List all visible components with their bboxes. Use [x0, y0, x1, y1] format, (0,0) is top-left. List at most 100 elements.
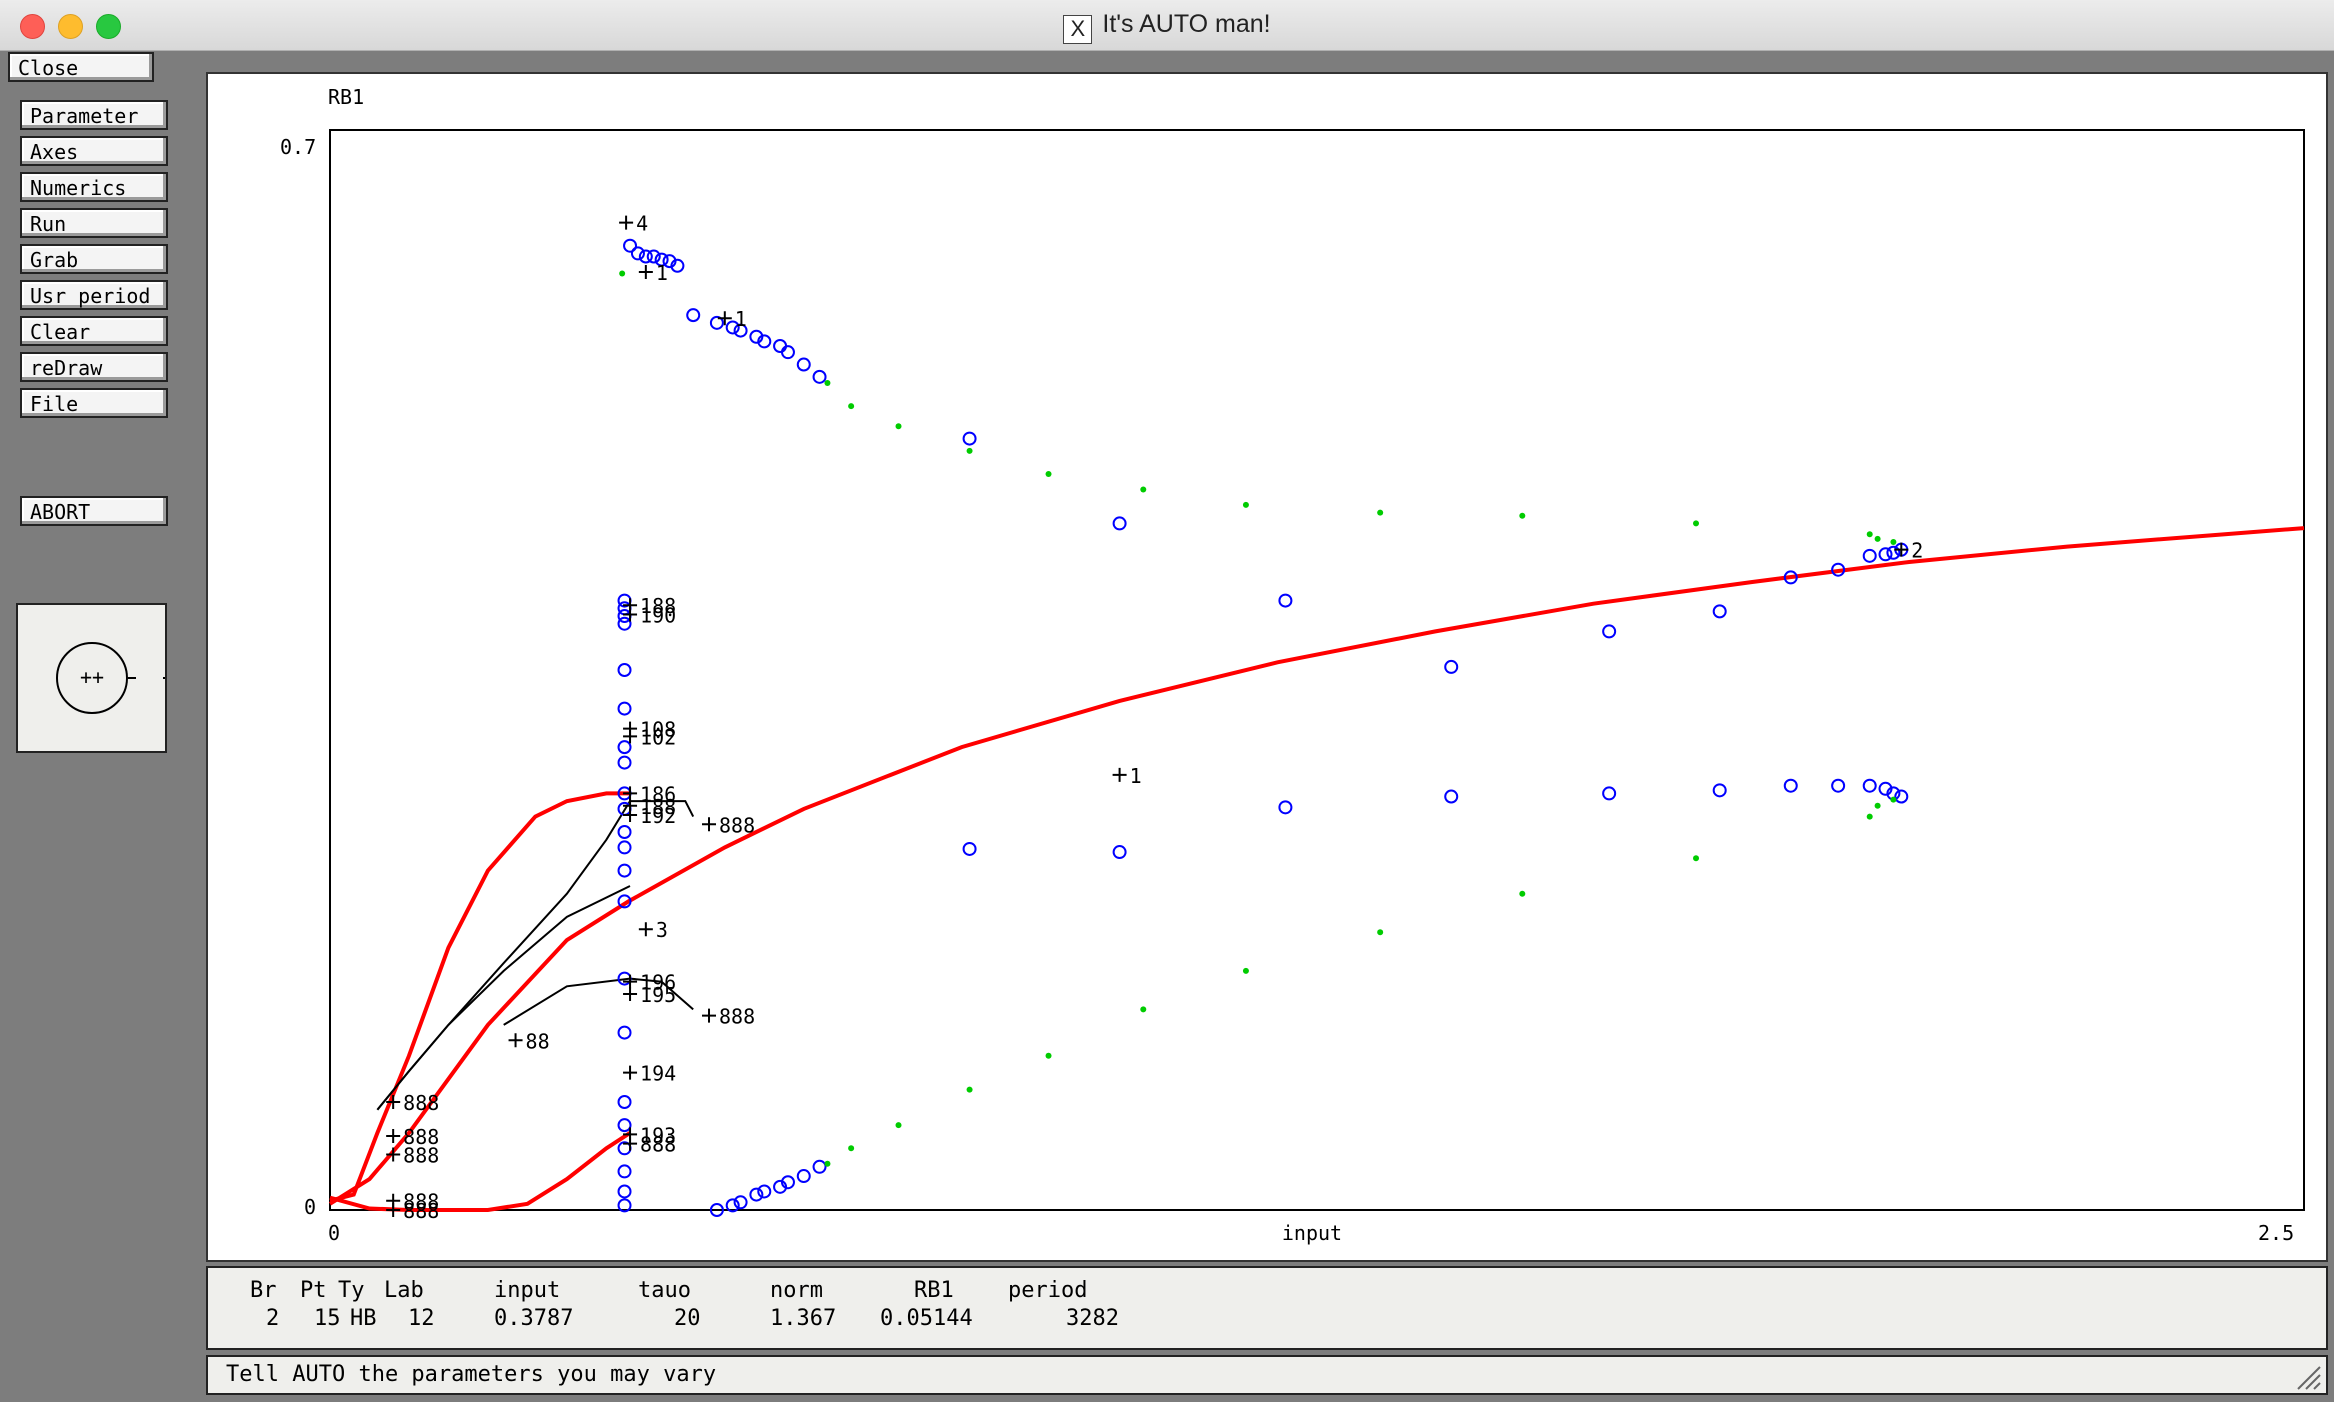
stable-periodic-point: [1866, 813, 1873, 820]
point-label: 193: [640, 1123, 676, 1147]
point-label: 196: [640, 971, 676, 995]
unstable-periodic-point: [733, 323, 748, 338]
unstable-periodic-point: [812, 369, 827, 384]
unstable-periodic-point: [1862, 778, 1877, 793]
label-marker: [508, 1033, 523, 1048]
point-label: 3: [656, 918, 668, 942]
usr-period-button[interactable]: Usr period: [20, 280, 168, 310]
unstable-periodic-point: [725, 1198, 740, 1213]
stable-periodic-point: [1693, 855, 1700, 862]
header-ty: Ty: [338, 1278, 365, 1303]
unstable-periodic-point: [1831, 778, 1846, 793]
point-info-panel: Br Pt Ty Lab input tauo norm RB1 period …: [206, 1266, 2328, 1350]
unstable-periodic-point: [1783, 570, 1798, 585]
run-button[interactable]: Run: [20, 208, 168, 238]
unstable-periodic-point: [780, 345, 795, 360]
unstable-periodic-point: [1602, 624, 1617, 639]
title-bar: X It's AUTO man!: [0, 0, 2334, 51]
unstable-periodic-point: [812, 1159, 827, 1174]
unstable-periodic-point: [1831, 562, 1846, 577]
y-max-tick-label: 0.7: [280, 135, 316, 159]
label-marker: [638, 922, 653, 937]
point-label: 190: [640, 603, 676, 627]
parameter-button[interactable]: Parameter: [20, 100, 168, 130]
file-button[interactable]: File: [20, 388, 168, 418]
redraw-button[interactable]: reDraw: [20, 352, 168, 382]
axes-button[interactable]: Axes: [20, 136, 168, 166]
unstable-periodic-point: [617, 616, 632, 631]
branch-line-1: [329, 791, 630, 1203]
branch-line-3: [376, 885, 631, 1111]
unstable-periodic-point: [617, 1164, 632, 1179]
value-rb1: 0.05144: [880, 1306, 973, 1331]
label-marker: [623, 974, 638, 989]
unstable-periodic-point: [725, 320, 740, 335]
point-label: 888: [403, 1143, 439, 1167]
stable-periodic-point: [824, 1160, 831, 1167]
label-marker: [623, 808, 638, 823]
stable-periodic-point: [895, 423, 902, 430]
header-input: input: [494, 1278, 561, 1303]
close-button[interactable]: Close: [8, 52, 154, 82]
stable-periodic-point: [1242, 967, 1249, 974]
resize-grip-icon[interactable]: [2296, 1365, 2322, 1391]
unstable-periodic-point: [1862, 548, 1877, 563]
unstable-periodic-point: [1278, 593, 1293, 608]
unstable-periodic-point: [1444, 789, 1459, 804]
value-ty: HB: [350, 1306, 377, 1331]
value-input: 0.3787: [494, 1306, 574, 1331]
unstable-periodic-point: [617, 1118, 632, 1133]
unstable-periodic-point: [1444, 659, 1459, 674]
point-label: 188: [640, 795, 676, 819]
point-label: 1: [656, 261, 668, 285]
window-close-button[interactable]: [20, 14, 45, 39]
label-marker: [717, 311, 732, 326]
unstable-periodic-point: [617, 740, 632, 755]
unstable-periodic-point: [617, 663, 632, 677]
bifurcation-plot-panel[interactable]: RB1 0.7 0 0 2.5 input 4 1 1 2 1 3 188 190 108 102…: [206, 72, 2328, 1262]
stable-periodic-point: [1045, 471, 1052, 478]
unstable-periodic-point: [617, 840, 632, 855]
unstable-periodic-point: [1712, 604, 1727, 619]
label-marker: [702, 817, 717, 832]
stable-periodic-point: [1242, 501, 1249, 508]
value-lab: 12: [408, 1306, 435, 1331]
stable-periodic-point: [1890, 796, 1897, 803]
grab-button[interactable]: Grab: [20, 244, 168, 274]
stable-periodic-point: [966, 447, 973, 454]
clear-button[interactable]: Clear: [20, 316, 168, 346]
stable-periodic-point: [895, 1122, 902, 1129]
point-label: 888: [403, 1190, 439, 1214]
x-min-tick-label: 0: [328, 1221, 340, 1245]
unstable-periodic-point: [796, 357, 811, 372]
stable-periodic-point: [848, 403, 855, 410]
point-label: 192: [640, 804, 676, 828]
unstable-periodic-point: [623, 238, 638, 253]
unstable-periodic-point: [1112, 845, 1127, 860]
unstable-periodic-point: [617, 863, 632, 878]
label-marker: [623, 607, 638, 622]
header-period: period: [1008, 1278, 1088, 1303]
window-maximize-button[interactable]: [96, 14, 121, 39]
stable-periodic-point: [1866, 531, 1873, 538]
point-label: 4: [636, 212, 648, 236]
window-title-wrap: X It's AUTO man!: [0, 10, 2334, 44]
window-minimize-button[interactable]: [58, 14, 83, 39]
svg-text:++: ++: [80, 665, 104, 689]
label-marker: [386, 1203, 401, 1217]
branch-line-0: [328, 526, 2305, 1206]
stable-periodic-point: [1140, 1006, 1147, 1013]
abort-button[interactable]: ABORT: [20, 496, 168, 526]
unstable-periodic-point: [1112, 516, 1127, 531]
unstable-periodic-point: [617, 894, 632, 909]
numerics-button[interactable]: Numerics: [20, 172, 168, 202]
label-marker: [1112, 767, 1127, 782]
label-marker: [623, 1136, 638, 1151]
bifurcation-plot[interactable]: RB1 0.7 0 0 2.5 input 411213188190108102…: [208, 74, 2326, 1260]
message-text: Tell AUTO the parameters you may vary: [226, 1362, 717, 1387]
point-label: 888: [403, 1199, 439, 1223]
label-marker: [619, 215, 634, 230]
unstable-periodic-point: [1894, 789, 1909, 804]
y-axis-label: RB1: [328, 85, 364, 109]
